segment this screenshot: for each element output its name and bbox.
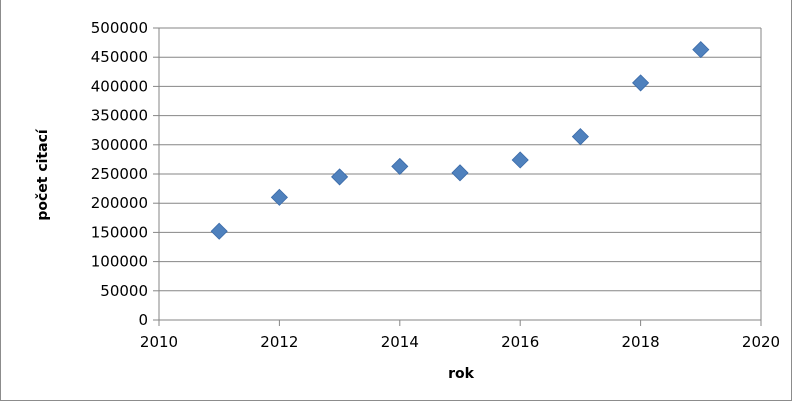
y-tick-label: 200000 <box>91 194 148 212</box>
x-tick-label: 2014 <box>381 333 419 351</box>
gridlines <box>159 27 761 292</box>
data-point <box>391 157 409 175</box>
x-tick-label: 2018 <box>622 333 660 351</box>
y-tick-label: 250000 <box>91 165 148 183</box>
data-point <box>331 168 349 186</box>
y-axis-ticks: 0 50000 100000 150000 200000 250000 300000 3500… <box>91 19 159 329</box>
x-tick-label: 2012 <box>260 333 298 351</box>
x-tick-label: 2010 <box>140 333 178 351</box>
y-tick-label: 100000 <box>91 253 148 271</box>
y-tick-label: 450000 <box>91 48 148 66</box>
y-tick-label: 50000 <box>100 282 148 300</box>
x-tick-label: 2020 <box>742 333 780 351</box>
data-point <box>270 188 288 206</box>
x-axis-ticks: 2010 2012 2014 2016 2018 2020 <box>140 320 780 351</box>
y-axis-title: počet citací <box>35 128 51 221</box>
y-tick-label: 400000 <box>91 77 148 95</box>
x-axis-title: rok <box>448 366 475 382</box>
data-point <box>632 74 650 92</box>
data-point <box>692 41 710 59</box>
data-point <box>571 128 589 146</box>
y-tick-label: 150000 <box>91 223 148 241</box>
data-points <box>210 41 710 240</box>
y-tick-label: 0 <box>138 311 148 329</box>
y-tick-label: 300000 <box>91 136 148 154</box>
y-tick-label: 500000 <box>91 19 148 37</box>
y-tick-label: 350000 <box>91 107 148 125</box>
data-point <box>451 164 469 182</box>
data-point <box>210 222 228 240</box>
x-tick-label: 2016 <box>501 333 539 351</box>
data-point <box>511 151 529 169</box>
